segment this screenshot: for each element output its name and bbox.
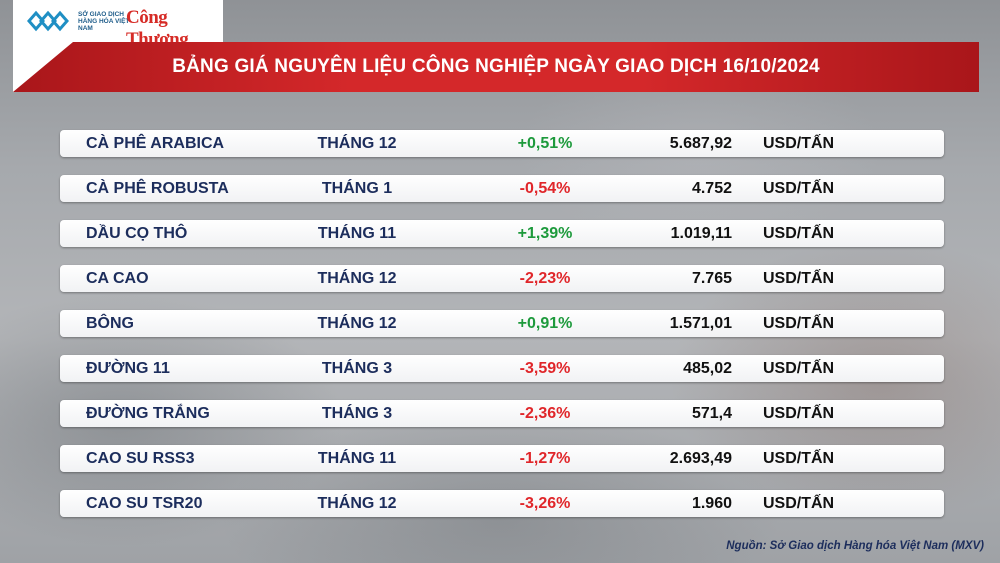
contract-month: THÁNG 11	[317, 225, 397, 242]
price-unit: USD/TẤN	[763, 315, 835, 332]
commodity-name: BÔNG	[86, 315, 134, 332]
price-unit: USD/TẤN	[763, 270, 835, 287]
price-unit: USD/TẤN	[763, 450, 835, 467]
commodity-name: DẦU CỌ THÔ	[86, 225, 188, 242]
contract-month: THÁNG 3	[321, 405, 393, 422]
table-row: CAO SU RSS3 THÁNG 11 -1,27% 2.693,49 USD…	[60, 445, 944, 472]
table-row: ĐƯỜNG 11 THÁNG 3 -3,59% 485,02 USD/TẤN	[60, 355, 944, 382]
price-change: -2,23%	[519, 270, 571, 287]
table-row: BÔNG THÁNG 12 +0,91% 1.571,01 USD/TẤN	[60, 310, 944, 337]
contract-month: THÁNG 12	[317, 495, 397, 512]
contract-month: THÁNG 3	[321, 360, 393, 377]
price-change: +0,91%	[517, 315, 573, 332]
table-row: ĐƯỜNG TRẮNG THÁNG 3 -2,36% 571,4 USD/TẤN	[60, 400, 944, 427]
price-value: 1.019,11	[670, 225, 732, 242]
source-note: Nguồn: Sở Giao dịch Hàng hóa Việt Nam (M…	[726, 540, 984, 552]
price-value: 485,02	[683, 360, 732, 377]
price-change: -0,54%	[519, 180, 571, 197]
contract-month: THÁNG 1	[321, 180, 393, 197]
contract-month: THÁNG 11	[317, 450, 397, 467]
price-unit: USD/TẤN	[763, 180, 835, 197]
commodity-name: CÀ PHÊ ARABICA	[86, 135, 225, 152]
price-change: +0,51%	[517, 135, 573, 152]
table-row: CAO SU TSR20 THÁNG 12 -3,26% 1.960 USD/T…	[60, 490, 944, 517]
commodity-name: CÀ PHÊ ROBUSTA	[86, 180, 229, 197]
commodity-name: ĐƯỜNG 11	[86, 360, 170, 377]
price-value: 2.693,49	[669, 450, 732, 467]
contract-month: THÁNG 12	[317, 135, 397, 152]
contract-month: THÁNG 12	[317, 315, 397, 332]
price-change: +1,39%	[517, 225, 573, 242]
price-value: 571,4	[691, 405, 732, 422]
commodity-name: CA CAO	[86, 270, 149, 287]
price-value: 4.752	[691, 180, 732, 197]
commodity-name: CAO SU RSS3	[86, 450, 195, 467]
title-banner: BẢNG GIÁ NGUYÊN LIỆU CÔNG NGHIỆP NGÀY GI…	[13, 42, 979, 92]
price-value: 7.765	[691, 270, 732, 287]
contract-month: THÁNG 12	[317, 270, 397, 287]
table-row: CÀ PHÊ ARABICA THÁNG 12 +0,51% 5.687,92 …	[60, 130, 944, 157]
price-unit: USD/TẤN	[763, 225, 835, 242]
price-change: -3,26%	[519, 495, 571, 512]
price-unit: USD/TẤN	[763, 495, 835, 512]
table-row: CA CAO THÁNG 12 -2,23% 7.765 USD/TẤN	[60, 265, 944, 292]
commodity-name: ĐƯỜNG TRẮNG	[86, 405, 210, 422]
price-change: -1,27%	[519, 450, 571, 467]
page-title: BẢNG GIÁ NGUYÊN LIỆU CÔNG NGHIỆP NGÀY GI…	[172, 56, 820, 77]
price-change: -3,59%	[519, 360, 571, 377]
price-unit: USD/TẤN	[763, 360, 835, 377]
commodity-name: CAO SU TSR20	[86, 495, 203, 512]
exchange-logo-text: SỞ GIAO DỊCH HÀNG HÓA VIỆT NAM	[78, 11, 130, 32]
exchange-logo-icon	[27, 10, 69, 32]
table-row: CÀ PHÊ ROBUSTA THÁNG 1 -0,54% 4.752 USD/…	[60, 175, 944, 202]
price-value: 5.687,92	[669, 135, 732, 152]
table-row: DẦU CỌ THÔ THÁNG 11 +1,39% 1.019,11 USD/…	[60, 220, 944, 247]
price-unit: USD/TẤN	[763, 405, 835, 422]
price-value: 1.960	[691, 495, 732, 512]
price-unit: USD/TẤN	[763, 135, 835, 152]
price-value: 1.571,01	[669, 315, 732, 332]
price-change: -2,36%	[519, 405, 571, 422]
